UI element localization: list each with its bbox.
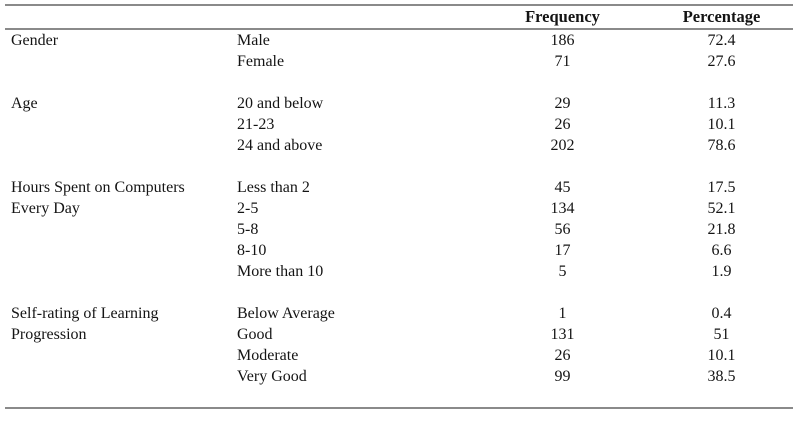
cell-percentage: 17.5 [707, 179, 736, 196]
header-percentage: Percentage [682, 7, 761, 26]
group-spacer-row [5, 72, 793, 93]
cell-percentage: 51 [713, 326, 730, 343]
cell-item: Female [237, 53, 285, 70]
end-spacer-row [5, 387, 793, 408]
table-row: Female 71 27.6 [5, 51, 793, 72]
cell-category: Self-rating of Learning [11, 305, 159, 322]
cell-category: Progression [11, 326, 87, 343]
cell-category: Gender [11, 32, 59, 49]
cell-percentage: 72.4 [707, 32, 736, 49]
cell-category [5, 366, 237, 387]
cell-category [5, 261, 237, 282]
table-row: 21-23 26 10.1 [5, 114, 793, 135]
table-row: Self-rating of Learning Below Average 1 … [5, 303, 793, 324]
table-row: Very Good 99 38.5 [5, 366, 793, 387]
cell-item: 2-5 [237, 200, 259, 217]
cell-item: 21-23 [237, 116, 275, 133]
table-row: Age 20 and below 29 11.3 [5, 93, 793, 114]
cell-percentage: 11.3 [707, 95, 736, 112]
header-item-blank [237, 5, 475, 29]
cell-frequency: 29 [554, 95, 571, 112]
cell-percentage: 10.1 [707, 116, 736, 133]
cell-percentage: 27.6 [707, 53, 736, 70]
cell-category: Age [11, 95, 38, 112]
demographics-table: Frequency Percentage Gender Male 186 72.… [5, 4, 793, 409]
cell-percentage: 21.8 [707, 221, 736, 238]
cell-item: Good [237, 326, 273, 343]
cell-category [5, 135, 237, 156]
cell-frequency: 1 [558, 305, 567, 322]
cell-frequency: 26 [554, 116, 571, 133]
cell-category: Hours Spent on Computers [11, 179, 185, 196]
table-row: Hours Spent on Computers Less than 2 45 … [5, 177, 793, 198]
cell-item: 8-10 [237, 242, 267, 259]
cell-category [5, 51, 237, 72]
table-row: Every Day 2-5 134 52.1 [5, 198, 793, 219]
cell-category: Every Day [11, 200, 80, 217]
cell-category [5, 345, 237, 366]
cell-item: 24 and above [237, 137, 323, 154]
cell-item: 20 and below [237, 95, 324, 112]
cell-item: Moderate [237, 347, 299, 364]
group-spacer-row [5, 282, 793, 303]
cell-item: 5-8 [237, 221, 259, 238]
cell-frequency: 26 [554, 347, 571, 364]
group-spacer-row [5, 156, 793, 177]
table-row: 24 and above 202 78.6 [5, 135, 793, 156]
cell-category [5, 219, 237, 240]
header-category-blank [5, 5, 237, 29]
cell-frequency: 202 [550, 137, 575, 154]
cell-item: Male [237, 32, 270, 49]
table-header-row: Frequency Percentage [5, 5, 793, 29]
cell-percentage: 10.1 [707, 347, 736, 364]
cell-item: Very Good [237, 368, 307, 385]
cell-percentage: 38.5 [707, 368, 736, 385]
table-row: Progression Good 131 51 [5, 324, 793, 345]
cell-percentage: 0.4 [711, 305, 732, 322]
cell-frequency: 186 [550, 32, 575, 49]
cell-frequency: 56 [554, 221, 571, 238]
cell-category [5, 114, 237, 135]
table-row: 8-10 17 6.6 [5, 240, 793, 261]
table-row: Moderate 26 10.1 [5, 345, 793, 366]
cell-item: Below Average [237, 305, 335, 322]
cell-frequency: 134 [550, 200, 575, 217]
cell-frequency: 131 [550, 326, 575, 343]
cell-percentage: 52.1 [707, 200, 736, 217]
table-row: 5-8 56 21.8 [5, 219, 793, 240]
cell-percentage: 1.9 [711, 263, 732, 280]
cell-item: More than 10 [237, 263, 324, 280]
table-row: More than 10 5 1.9 [5, 261, 793, 282]
cell-percentage: 78.6 [707, 137, 736, 154]
cell-item: Less than 2 [237, 179, 310, 196]
cell-percentage: 6.6 [711, 242, 732, 259]
cell-frequency: 5 [558, 263, 567, 280]
cell-frequency: 99 [554, 368, 571, 385]
header-frequency: Frequency [525, 7, 600, 26]
cell-frequency: 17 [554, 242, 571, 259]
cell-frequency: 71 [554, 53, 571, 70]
cell-frequency: 45 [554, 179, 571, 196]
cell-category [5, 240, 237, 261]
table-row: Gender Male 186 72.4 [5, 29, 793, 51]
